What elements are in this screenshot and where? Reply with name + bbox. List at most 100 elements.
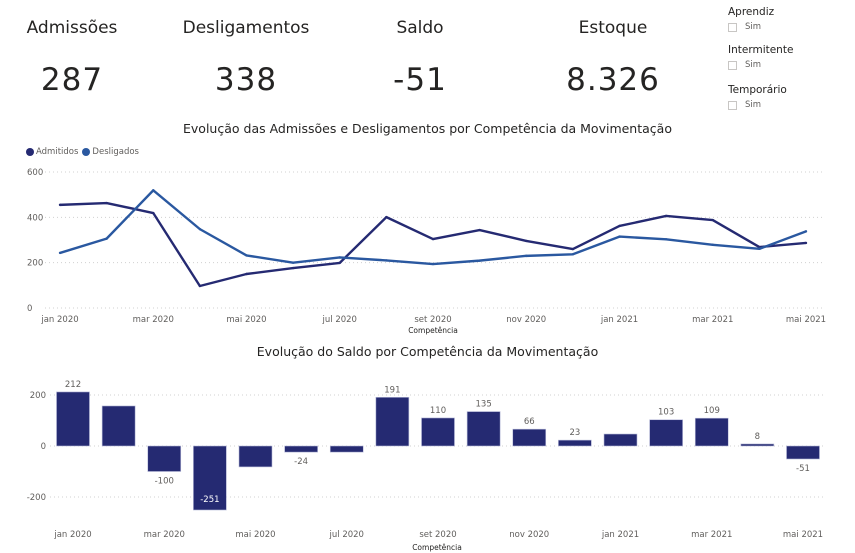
checkbox[interactable] <box>728 61 737 70</box>
data-point-desligados[interactable] <box>431 262 435 266</box>
bar-jan-2020[interactable] <box>56 391 90 447</box>
data-label: 66 <box>524 417 535 427</box>
data-point-desligados[interactable] <box>571 253 575 256</box>
data-point-admitidos[interactable] <box>385 215 388 219</box>
data-point-admitidos[interactable] <box>478 228 481 232</box>
data-label: 212 <box>65 380 81 390</box>
bar-mai-2021[interactable] <box>786 445 820 460</box>
slicer-intermitente: Intermitente Sim <box>728 43 848 72</box>
x-tick-label: set 2020 <box>419 530 456 540</box>
x-tick-label: jan 2020 <box>53 530 91 540</box>
x-tick-label: jul 2020 <box>322 315 357 325</box>
data-point-admitidos[interactable] <box>711 218 714 222</box>
data-point-admitidos[interactable] <box>152 211 155 215</box>
x-tick-label: mar 2021 <box>691 530 732 540</box>
bar-fev-2021[interactable] <box>649 419 683 447</box>
data-point-desligados[interactable] <box>198 227 202 231</box>
data-point-admitidos[interactable] <box>245 272 248 276</box>
y-tick-label: -200 <box>27 493 46 503</box>
kpi-label: Admissões <box>26 18 118 38</box>
slicer-option-sim[interactable]: Sim <box>728 59 848 72</box>
y-tick-label: 200 <box>27 259 43 269</box>
legend-dot-desligados <box>82 148 91 156</box>
line-chart-x-axis-title: Competência <box>408 326 458 335</box>
option-label: Sim <box>745 100 762 110</box>
data-point-desligados[interactable] <box>338 256 341 259</box>
kpi-label: Estoque <box>578 18 648 38</box>
data-point-admitidos[interactable] <box>664 214 668 218</box>
data-point-desligados[interactable] <box>711 243 714 246</box>
slicer-aprendiz: Aprendiz Sim <box>728 5 848 34</box>
data-point-desligados[interactable] <box>245 254 248 257</box>
checkbox[interactable] <box>728 101 737 110</box>
data-point-desligados[interactable] <box>385 259 388 262</box>
data-point-admitidos[interactable] <box>431 237 435 241</box>
data-label: 23 <box>569 428 580 438</box>
data-point-admitidos[interactable] <box>571 247 575 251</box>
slicer-option-sim[interactable]: Sim <box>728 21 848 34</box>
data-point-desligados[interactable] <box>758 247 761 251</box>
data-label: -24 <box>294 457 308 467</box>
data-point-admitidos[interactable] <box>618 224 621 228</box>
bar-ago-2020[interactable] <box>375 396 410 447</box>
data-point-admitidos[interactable] <box>105 201 108 205</box>
bar-mai-2020[interactable] <box>238 445 273 468</box>
x-tick-label: nov 2020 <box>506 315 546 325</box>
data-point-desligados[interactable] <box>152 189 155 192</box>
y-tick-label: 0 <box>41 442 46 452</box>
slicer-title: Intermitente <box>728 44 794 56</box>
bar-jul-2020[interactable] <box>329 445 364 453</box>
x-tick-label: mai 2020 <box>235 530 275 540</box>
bar-fev-2020[interactable] <box>101 405 136 447</box>
bar-jan-2021[interactable] <box>603 433 638 447</box>
data-point-admitidos[interactable] <box>58 203 62 207</box>
bar-mar-2021[interactable] <box>694 417 729 447</box>
bar-nov-2020[interactable] <box>512 428 547 447</box>
kpi-label: Desligamentos <box>182 18 310 38</box>
data-label: -100 <box>155 477 174 487</box>
slicer-option-sim[interactable]: Sim <box>728 99 848 112</box>
data-point-admitidos[interactable] <box>291 266 295 270</box>
data-point-admitidos[interactable] <box>804 241 808 245</box>
bar-out-2020[interactable] <box>466 411 501 447</box>
option-label: Sim <box>745 60 762 70</box>
data-point-desligados[interactable] <box>478 259 481 262</box>
data-label: -51 <box>796 464 810 474</box>
bar-abr-2021[interactable] <box>740 443 775 447</box>
x-tick-label: mai 2020 <box>226 315 266 325</box>
legend-item-admitidos[interactable]: Admitidos <box>26 147 78 157</box>
x-tick-label: mai 2021 <box>783 530 823 540</box>
x-tick-label: nov 2020 <box>509 530 549 540</box>
line-chart-title: Evolução das Admissões e Desligamentos p… <box>183 121 672 136</box>
kpi-desligamentos: Desligamentos 338 <box>161 12 331 100</box>
data-point-admitidos[interactable] <box>338 261 341 265</box>
data-point-desligados[interactable] <box>525 254 528 258</box>
x-tick-label: jan 2021 <box>600 315 638 325</box>
kpi-value: 338 <box>214 62 278 98</box>
data-point-desligados[interactable] <box>58 251 62 255</box>
data-point-desligados[interactable] <box>105 237 108 240</box>
bar-abr-2020[interactable] <box>193 445 227 511</box>
data-point-desligados[interactable] <box>804 230 808 233</box>
kpi-value: 287 <box>40 62 104 98</box>
data-label: 109 <box>704 406 720 416</box>
data-label: 135 <box>476 400 492 410</box>
data-point-desligados[interactable] <box>291 261 295 264</box>
data-point-admitidos[interactable] <box>198 284 202 288</box>
legend-label: Desligados <box>92 147 139 157</box>
x-tick-label: set 2020 <box>414 315 451 325</box>
x-tick-label: jan 2020 <box>40 315 78 325</box>
data-point-admitidos[interactable] <box>525 239 528 243</box>
bar-mar-2020[interactable] <box>147 445 182 472</box>
checkbox[interactable] <box>728 23 737 32</box>
legend-item-desligados[interactable]: Desligados <box>82 147 139 157</box>
bar-set-2020[interactable] <box>421 417 455 447</box>
bar-jun-2020[interactable] <box>284 445 318 453</box>
data-label: 8 <box>755 432 760 442</box>
kpi-estoque: Estoque 8.326 <box>528 12 698 100</box>
slicer-title: Aprendiz <box>728 6 775 18</box>
data-point-desligados[interactable] <box>618 235 621 238</box>
y-tick-label: 0 <box>27 304 32 314</box>
data-point-desligados[interactable] <box>664 238 668 241</box>
bar-dez-2020[interactable] <box>558 439 592 447</box>
